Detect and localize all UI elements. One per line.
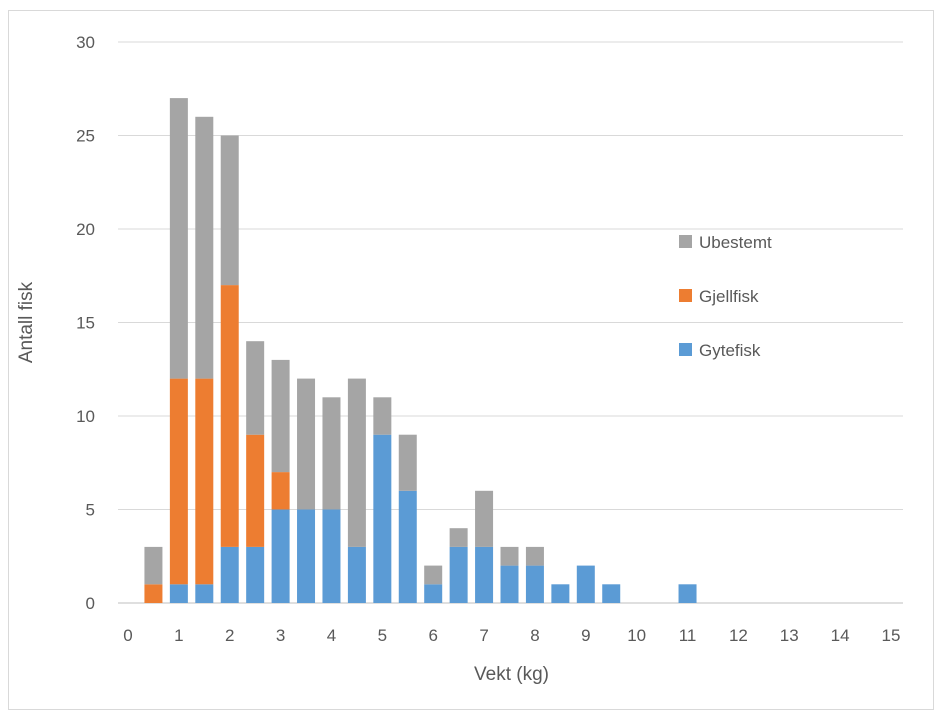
bar-ubestemt-7.5 — [500, 546, 519, 566]
bar-ubestemt-0.5 — [144, 546, 163, 585]
bar-ubestemt-3 — [271, 359, 290, 473]
bar-ubestemt-2.5 — [246, 341, 265, 435]
bar-gytefisk-6 — [424, 584, 443, 603]
bar-gjellfisk-2.5 — [246, 434, 265, 547]
bar-ubestemt-1 — [169, 98, 188, 379]
bar-gytefisk-9.5 — [602, 584, 621, 603]
bar-gytefisk-2 — [220, 546, 239, 603]
x-tick-label: 13 — [780, 626, 799, 645]
x-tick-label: 4 — [327, 626, 336, 645]
bar-ubestemt-3.5 — [297, 378, 316, 510]
x-tick-label: 3 — [276, 626, 285, 645]
bar-gytefisk-7.5 — [500, 565, 519, 603]
bar-gytefisk-4.5 — [347, 546, 366, 603]
bar-ubestemt-4 — [322, 397, 341, 510]
bar-ubestemt-6 — [424, 565, 443, 585]
bar-gytefisk-1 — [169, 584, 188, 603]
bar-ubestemt-4.5 — [347, 378, 366, 547]
bar-gytefisk-3.5 — [297, 509, 316, 603]
legend: Ubestemt Gjellfisk Gytefisk — [679, 233, 772, 360]
bar-gjellfisk-3 — [271, 472, 290, 510]
x-axis-title: Vekt (kg) — [474, 664, 549, 685]
bar-gytefisk-6.5 — [449, 546, 468, 603]
y-tick-label: 20 — [76, 220, 95, 239]
bar-gytefisk-8 — [525, 565, 544, 603]
bar-gytefisk-2.5 — [246, 546, 265, 603]
x-tick-label: 1 — [174, 626, 183, 645]
x-tick-label: 12 — [729, 626, 748, 645]
x-tick-label: 7 — [479, 626, 488, 645]
legend-swatch-gytefisk — [679, 343, 692, 356]
x-axis-ticks: 0 1 2 3 4 5 6 7 8 9 10 11 12 13 14 15 — [123, 626, 900, 645]
y-tick-label: 25 — [76, 127, 95, 146]
x-tick-label: 9 — [581, 626, 590, 645]
y-tick-label: 10 — [76, 407, 95, 426]
bars — [144, 98, 697, 603]
bar-gytefisk-11 — [678, 584, 697, 603]
x-tick-label: 8 — [530, 626, 539, 645]
bar-gytefisk-4 — [322, 509, 341, 603]
x-tick-label: 14 — [831, 626, 850, 645]
bar-ubestemt-1.5 — [195, 116, 214, 379]
x-tick-label: 11 — [679, 626, 697, 645]
bar-ubestemt-5.5 — [398, 434, 417, 491]
bar-gytefisk-8.5 — [551, 584, 570, 603]
bar-gjellfisk-1.5 — [195, 378, 214, 585]
bar-ubestemt-6.5 — [449, 528, 468, 547]
x-tick-label: 10 — [627, 626, 646, 645]
x-tick-label: 15 — [882, 626, 901, 645]
legend-label-ubestemt: Ubestemt — [699, 233, 772, 252]
legend-swatch-gjellfisk — [679, 289, 692, 302]
bar-gytefisk-1.5 — [195, 584, 214, 603]
y-axis-ticks: 0 5 10 15 20 25 30 — [76, 33, 95, 613]
y-tick-label: 5 — [86, 501, 95, 520]
x-tick-label: 0 — [123, 626, 132, 645]
y-tick-label: 0 — [86, 594, 95, 613]
bar-gytefisk-7 — [475, 546, 494, 603]
x-tick-label: 6 — [428, 626, 437, 645]
bar-gytefisk-5 — [373, 434, 392, 603]
bar-gytefisk-3 — [271, 509, 290, 603]
y-tick-label: 15 — [76, 314, 95, 333]
legend-swatch-ubestemt — [679, 235, 692, 248]
bar-gjellfisk-0.5 — [144, 584, 163, 603]
bar-gytefisk-9 — [576, 565, 595, 603]
bar-gjellfisk-1 — [169, 378, 188, 585]
x-tick-label: 2 — [225, 626, 234, 645]
y-axis-title: Antall fisk — [16, 281, 37, 363]
legend-label-gjellfisk: Gjellfisk — [699, 287, 759, 306]
bar-ubestemt-7 — [475, 490, 494, 547]
legend-label-gytefisk: Gytefisk — [699, 341, 761, 360]
bar-ubestemt-8 — [525, 546, 544, 566]
x-tick-label: 5 — [378, 626, 387, 645]
bar-gjellfisk-2 — [220, 285, 239, 547]
bar-ubestemt-5 — [373, 397, 392, 435]
bar-ubestemt-2 — [220, 135, 239, 286]
bar-gytefisk-5.5 — [398, 490, 417, 603]
y-tick-label: 30 — [76, 33, 95, 52]
